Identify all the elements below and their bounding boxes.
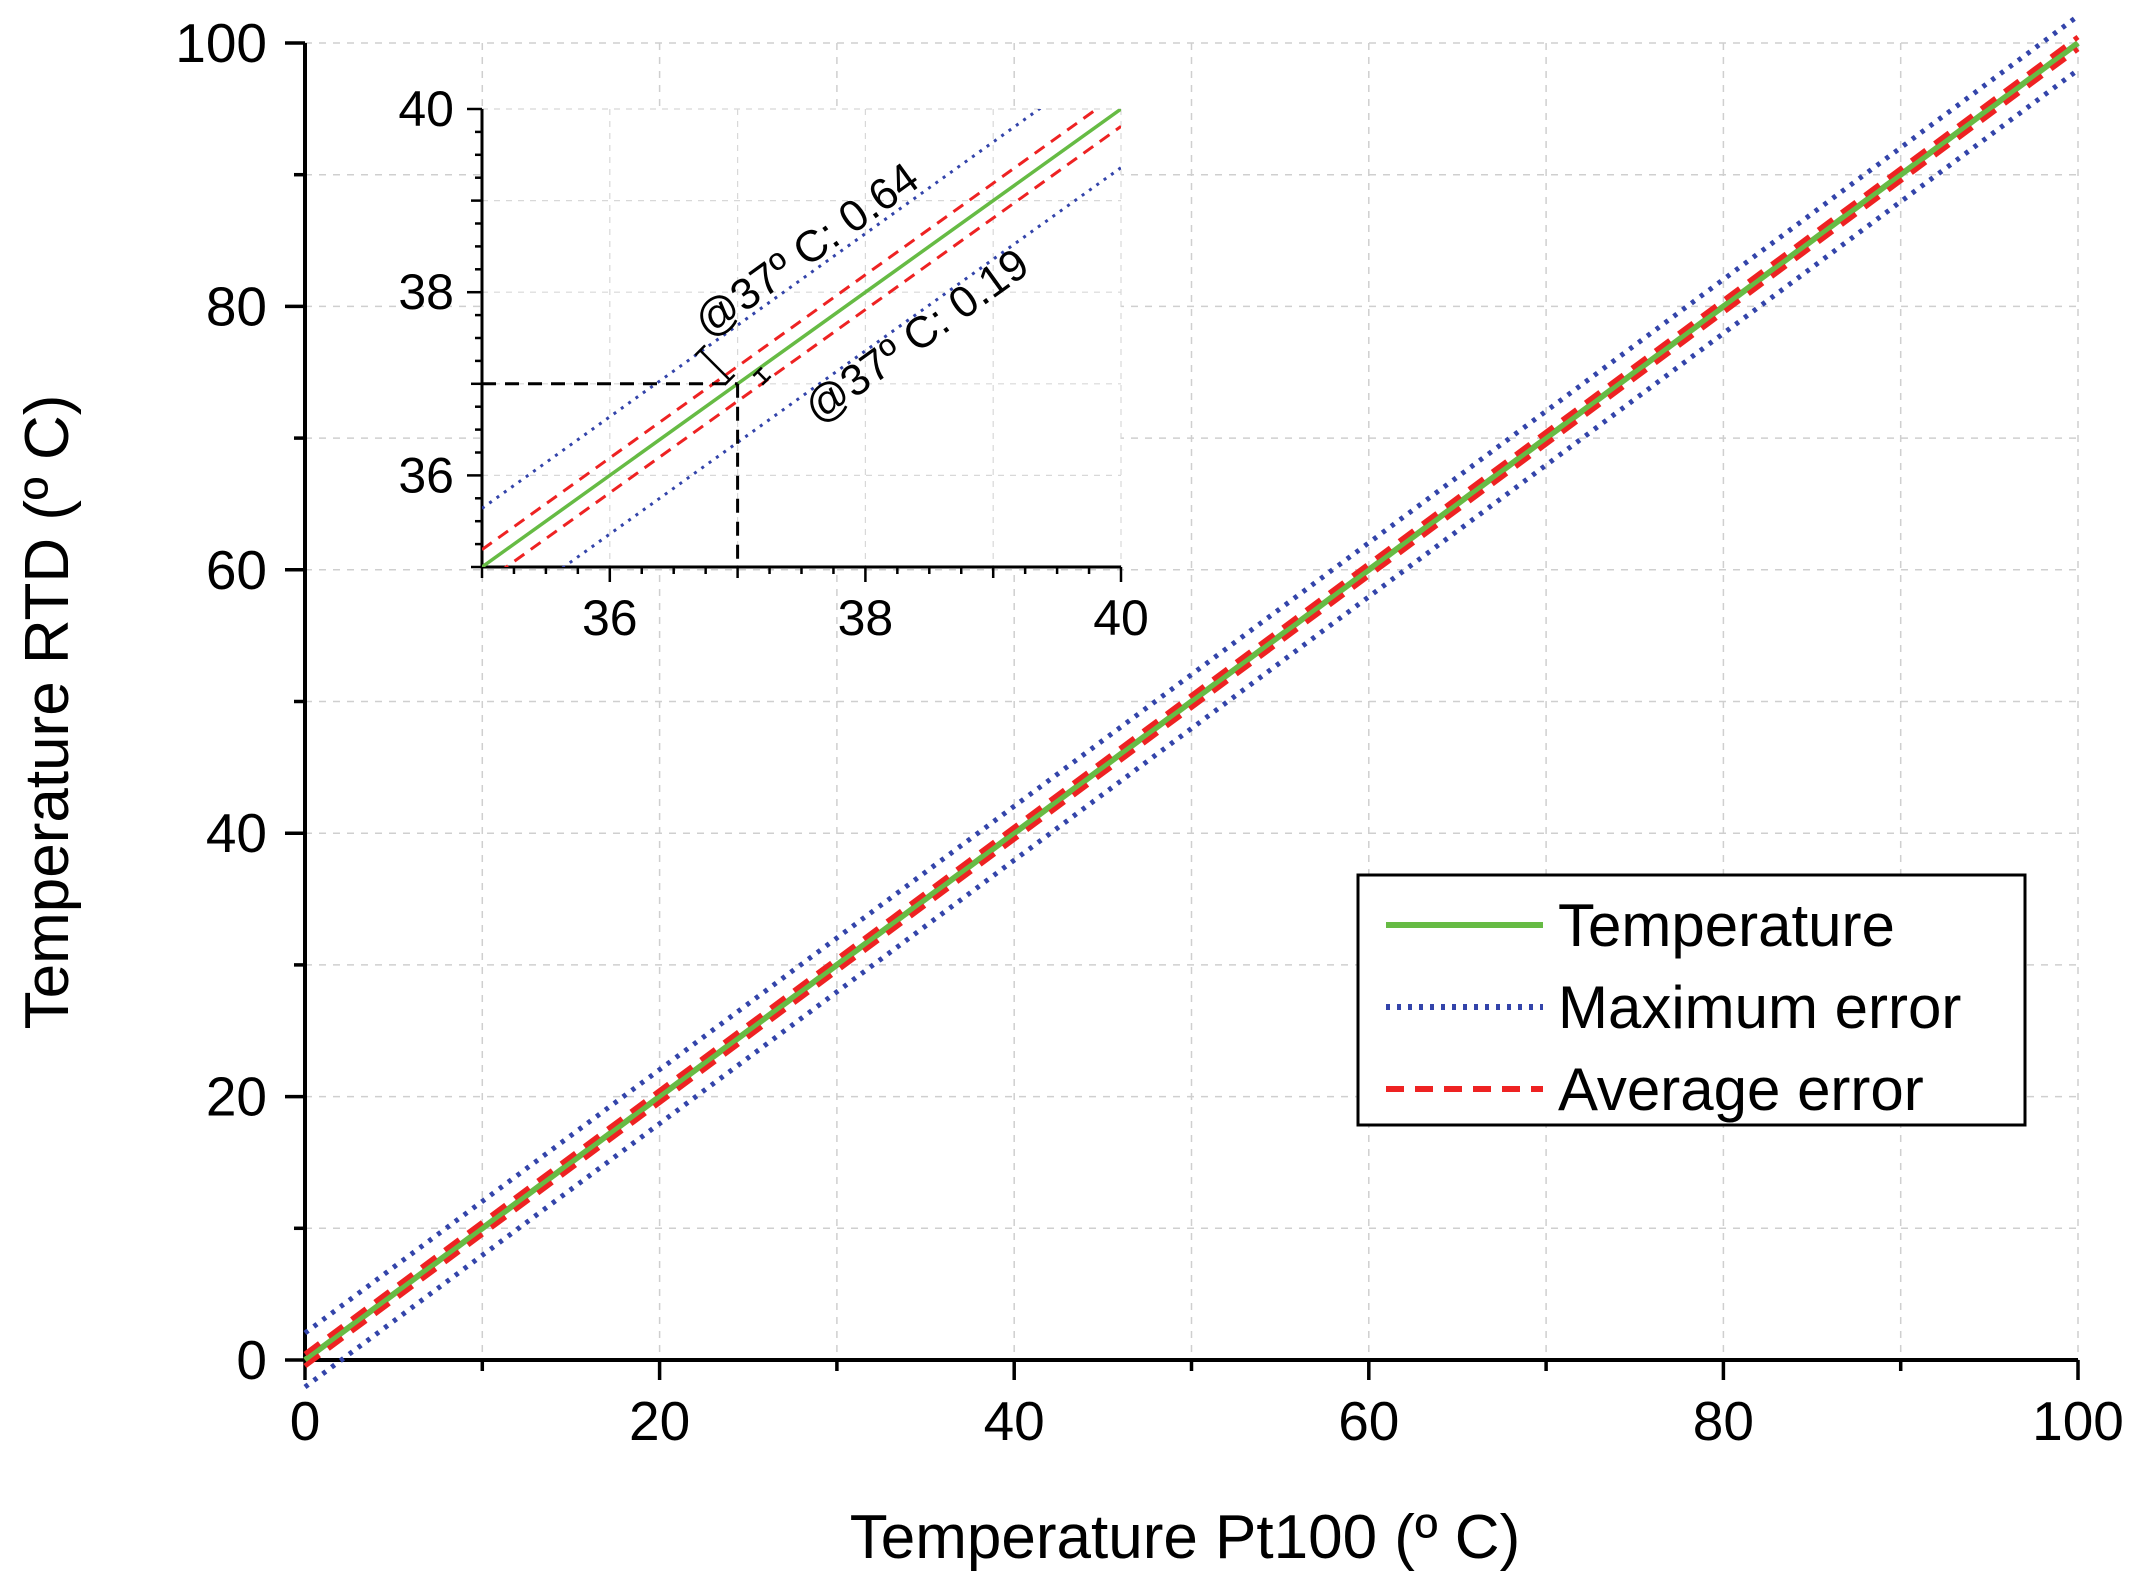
y-tick-label: 80 (206, 275, 267, 337)
inset-average-error-lower (503, 125, 1121, 567)
main-axes (285, 41, 2080, 1380)
y-tick-label: 20 (206, 1066, 267, 1128)
error-bar-max-cap (723, 373, 736, 386)
series-average-error-lower (303, 46, 2080, 1369)
error-bar-avg-cap (761, 375, 772, 386)
y-tick-label: 0 (236, 1329, 267, 1391)
inset-series-group (482, 109, 1121, 567)
inset-x-tick-label: 40 (1093, 590, 1149, 646)
error-bar-avg-stem (756, 370, 768, 382)
inset-y-tick-label: 40 (398, 81, 454, 137)
inset-x-tick-label: 36 (582, 590, 638, 646)
y-tick-label: 40 (206, 802, 267, 864)
series-average-error-upper (303, 34, 2080, 1357)
error-bar-max (694, 344, 736, 386)
x-tick-label: 100 (2032, 1390, 2124, 1452)
x-tick-label: 20 (629, 1390, 690, 1452)
legend-label-average-error: Average error (1558, 1056, 1924, 1123)
error-bar-avg-cap (752, 366, 763, 377)
y-tick-label: 100 (175, 12, 267, 74)
error-bar-max-cap (694, 344, 707, 357)
inset-tick-labels: 36 38 40 36 38 40 (398, 81, 1148, 646)
y-axis-title: Temperature RTD (º C) (13, 395, 82, 1030)
x-tick-label: 40 (984, 1390, 1045, 1452)
y-tick-label: 60 (206, 539, 267, 601)
series-temperature (303, 40, 2080, 1363)
x-tick-label: 0 (290, 1390, 321, 1452)
inset-x-tick-label: 38 (838, 590, 894, 646)
main-tick-labels: 0 20 40 60 80 100 0 20 40 60 80 100 (175, 12, 2124, 1452)
legend-label-maximum-error: Maximum error (1558, 974, 1961, 1041)
legend: Temperature Maximum error Average error (1356, 873, 2027, 1127)
main-series (303, 14, 2080, 1389)
error-bar-avg (752, 366, 772, 386)
x-tick-label: 80 (1693, 1390, 1754, 1452)
x-tick-label: 60 (1338, 1390, 1399, 1452)
inset-y-tick-label: 36 (398, 447, 454, 503)
inset-temperature (482, 109, 1121, 567)
inset-average-error-upper (482, 109, 1100, 551)
x-axis-title: Temperature Pt100 (º C) (850, 1503, 1520, 1572)
main-grid (305, 42, 2079, 1360)
legend-box (1356, 873, 2027, 1127)
inset-series (482, 109, 1121, 567)
inset-axes (467, 107, 1123, 582)
series-maximum-error-upper (303, 14, 2080, 1336)
inset-y-tick-label: 38 (398, 264, 454, 320)
legend-label-temperature: Temperature (1558, 892, 1895, 959)
error-bar-max-stem (699, 349, 731, 381)
series-maximum-error-lower (303, 67, 2080, 1389)
